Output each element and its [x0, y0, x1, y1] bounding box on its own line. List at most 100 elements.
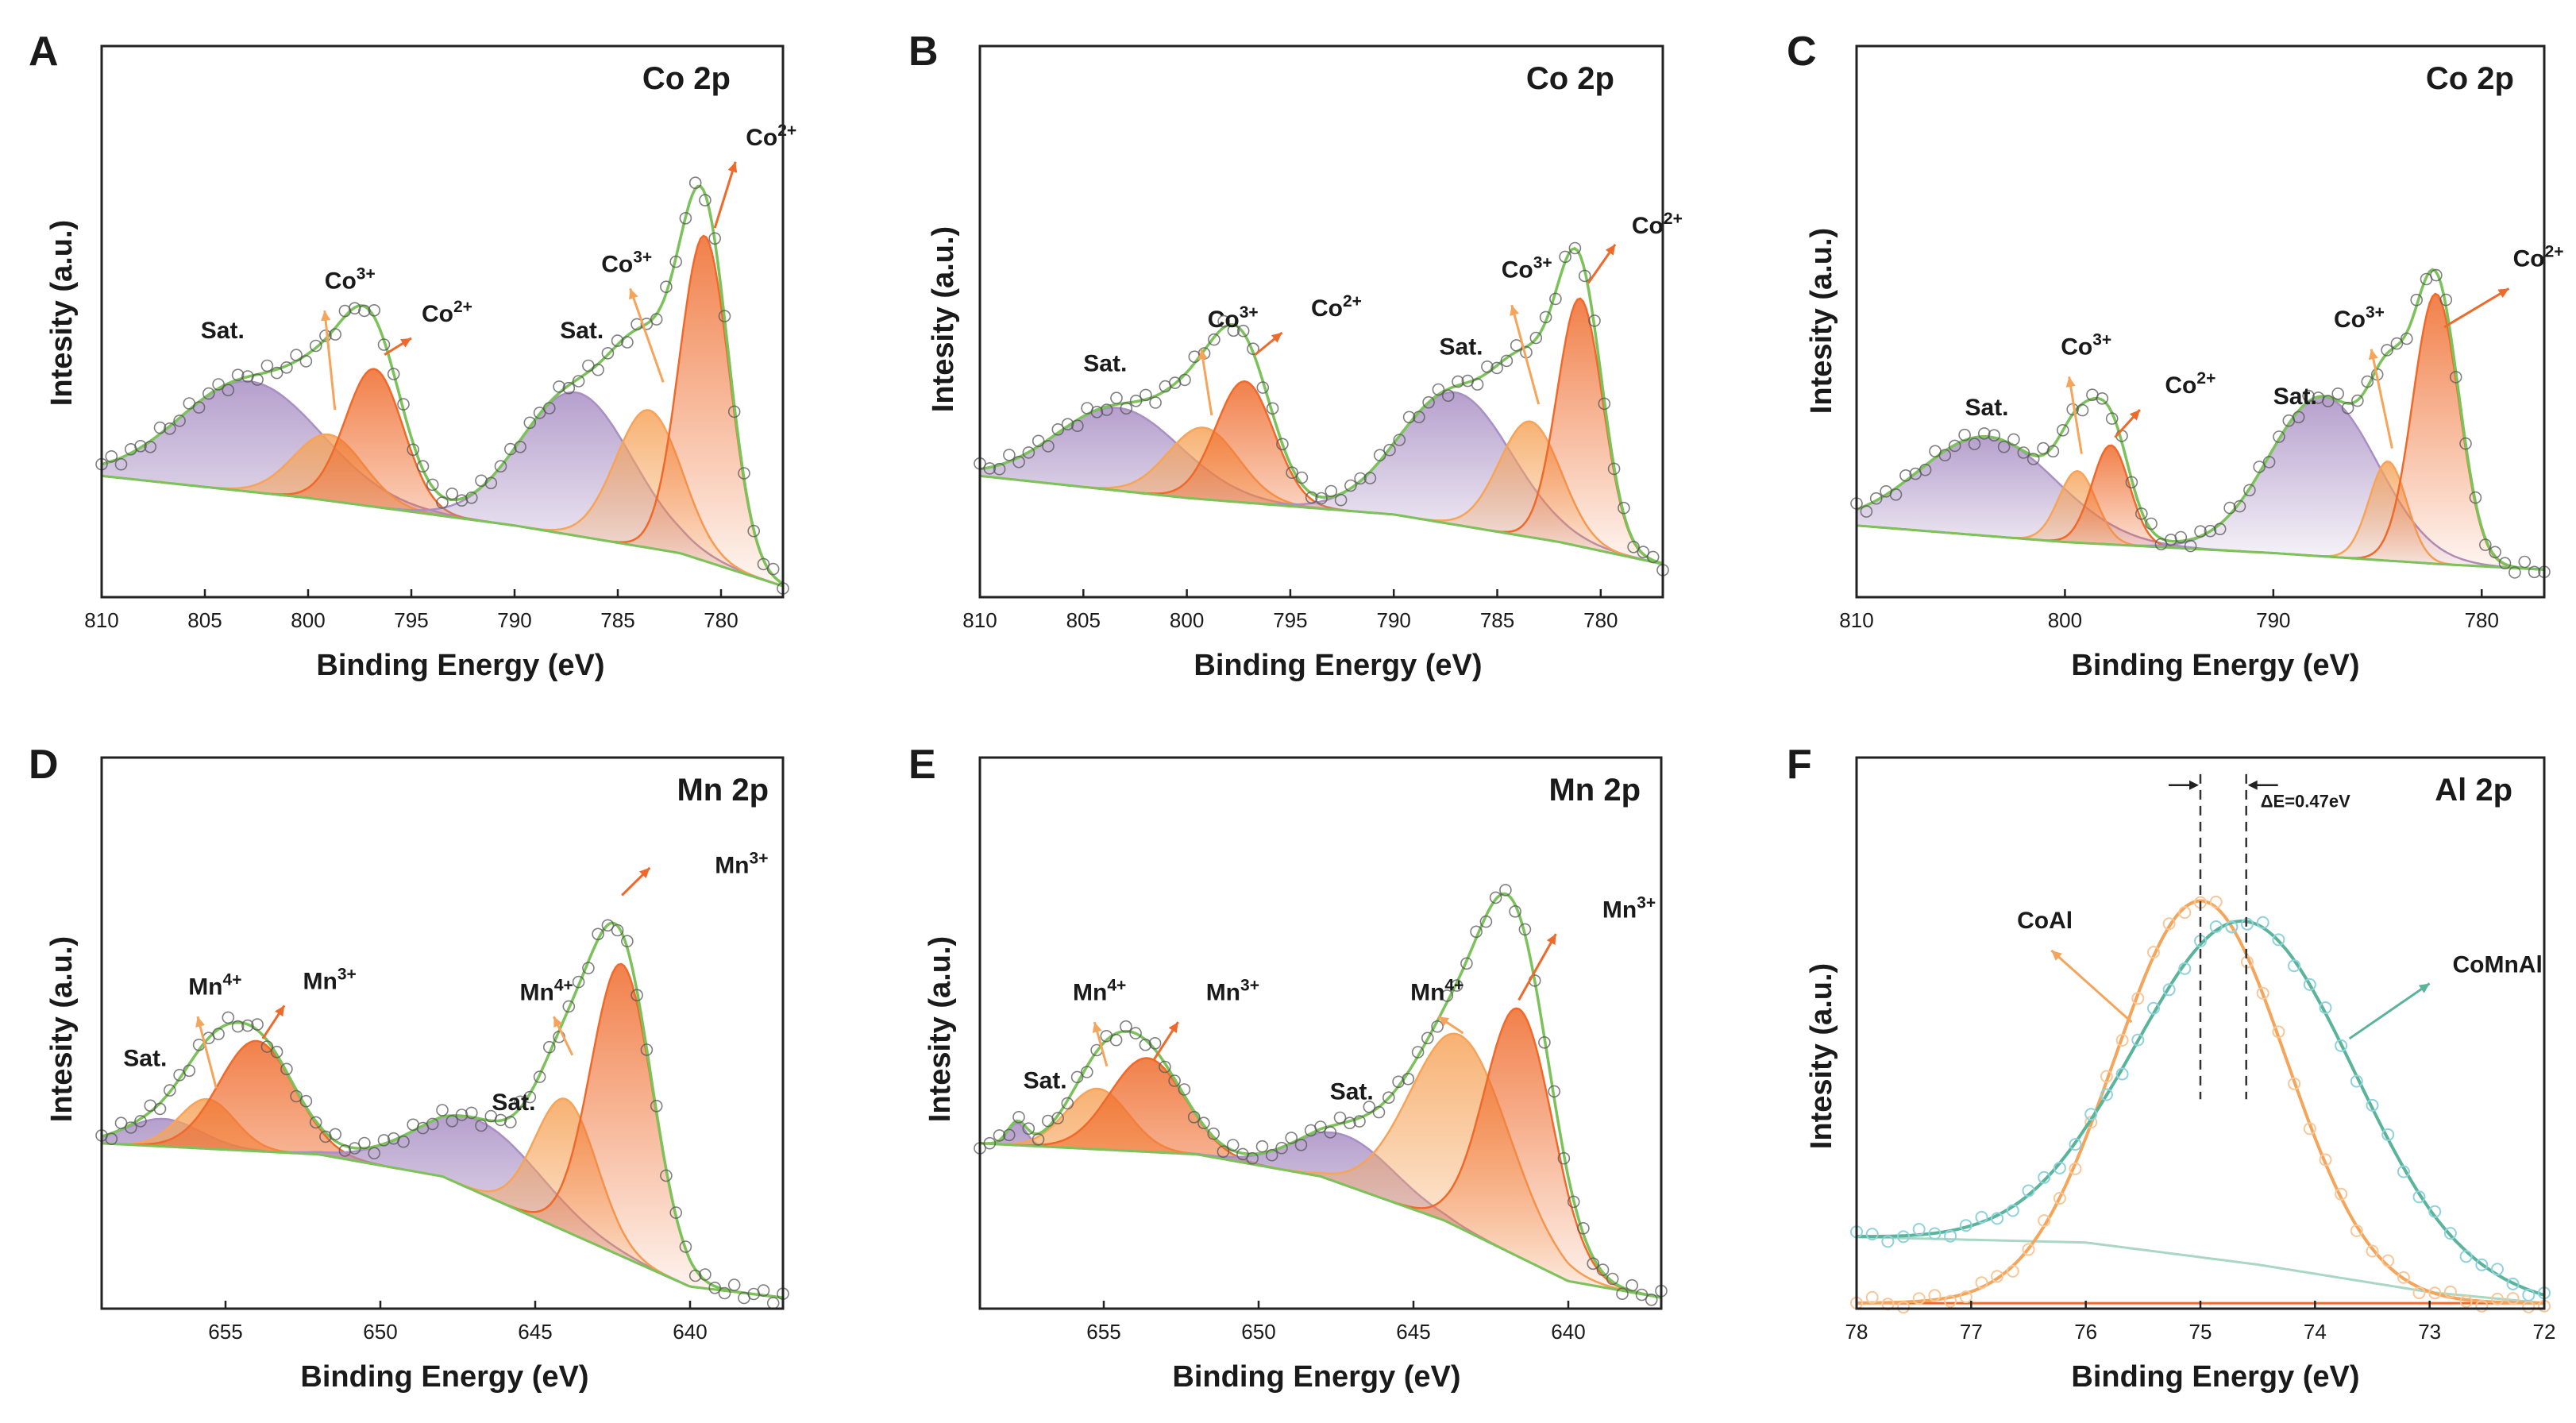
data-point [1567, 1195, 1580, 1209]
data-point [1197, 1116, 1210, 1129]
data-point [2105, 412, 2119, 425]
data-point [1226, 1139, 1240, 1151]
series-point-coal [2397, 1271, 2410, 1284]
peak-annotation: Co3+ [1502, 254, 1552, 283]
panel-c: C Sat. Co3+ Co2+ Sat. Co3+ Co2+ 810 800 790 780 C… [1787, 29, 2564, 682]
annotation-arrow [629, 287, 665, 383]
data-point [231, 368, 245, 382]
data-point [348, 1142, 361, 1155]
data-point [105, 449, 118, 463]
data-point [640, 1043, 654, 1056]
data-point [1070, 1070, 1084, 1084]
series-point-comnal [2256, 916, 2269, 929]
data-point [1032, 434, 1045, 448]
x-tick-label: 640 [673, 1320, 707, 1344]
x-tick-label: 785 [1480, 608, 1514, 632]
peak-annotation: Sat. [1083, 351, 1127, 377]
data-point [1460, 957, 1473, 970]
envelope-line [979, 892, 1662, 1299]
panel-letter-f: F [1787, 742, 1812, 788]
series-point-comnal [2381, 1128, 2395, 1141]
panel-letter-e: E [908, 742, 936, 788]
ion-superscript: 3+ [337, 966, 357, 984]
series-point-coal [2209, 895, 2223, 908]
annotation-arrow [2370, 349, 2393, 449]
peak-annotation: Co2+ [2165, 369, 2215, 399]
ion-superscript: 2+ [453, 298, 472, 316]
data-point [1168, 1074, 1181, 1087]
data-point [426, 1117, 439, 1131]
x-tick-label: 810 [1839, 608, 1873, 632]
x-tick-label: 800 [291, 608, 325, 632]
panel-e: E Sat. Mn4+ Mn3+ Sat. Mn4+ Mn3+ 655 650 645 640 M… [908, 742, 1668, 1394]
data-point [2174, 530, 2188, 544]
data-point [368, 303, 381, 317]
data-point [679, 211, 692, 225]
series-point-coal [2022, 1243, 2035, 1256]
panel-f-plot: ΔE=0.47eV CoAl CoMnAl 78 77 76 75 74 73 72 [1845, 756, 2556, 1344]
data-point [484, 476, 498, 490]
series-point-comnal [2506, 1277, 2520, 1290]
peak-annotation: Co3+ [1208, 303, 1259, 333]
data-point [1324, 1126, 1337, 1139]
peak-annotation: Co2+ [2513, 243, 2564, 272]
data-point [1889, 488, 1903, 501]
annotation-arrowhead [2497, 288, 2509, 299]
data-point [1032, 1133, 1045, 1146]
data-point [2273, 430, 2285, 443]
peak-fill-co2 [980, 1058, 1661, 1298]
data-point [1003, 1128, 1016, 1142]
data-point [1997, 440, 2011, 453]
data-point [1315, 492, 1328, 505]
series-point-coal [2256, 986, 2269, 1000]
data-point [1919, 463, 1932, 476]
peak-annotation: Co2+ [1311, 292, 1362, 322]
series-point-comnal [2100, 1088, 2113, 1101]
series-point-coal [2350, 1224, 2363, 1237]
series-point-coal [2475, 1299, 2489, 1313]
data-point [1051, 422, 1065, 436]
plot-frame [978, 44, 1664, 599]
series-point-comnal [2288, 959, 2301, 973]
data-point [2243, 484, 2256, 497]
data-point [105, 1132, 118, 1145]
data-point [280, 1062, 293, 1076]
panel-c-plot: Sat. Co3+ Co2+ Sat. Co3+ Co2+ 810 800 790 780 [1839, 44, 2564, 632]
data-point [1325, 484, 1338, 498]
x-tick-label: 72 [2533, 1320, 2556, 1344]
data-point [1441, 389, 1455, 403]
data-point [329, 328, 342, 341]
annotation-arrow [2443, 287, 2510, 329]
data-point [1109, 1033, 1123, 1047]
ion-superscript: 4+ [1107, 976, 1126, 994]
data-point [1596, 1263, 1610, 1276]
data-point [1255, 1140, 1269, 1153]
data-point [465, 1106, 478, 1120]
data-point [1988, 429, 2000, 442]
data-point [2390, 337, 2404, 350]
data-point [2057, 423, 2069, 437]
data-point [1354, 472, 1367, 485]
data-point [260, 1040, 274, 1053]
series-point-coal [1991, 1270, 2004, 1283]
annotation-arrow [2348, 982, 2431, 1040]
ion-superscript: 3+ [750, 850, 769, 868]
data-point [416, 460, 430, 473]
x-tick-label: 805 [187, 608, 222, 632]
data-point [494, 1113, 507, 1127]
data-point [1178, 1083, 1191, 1096]
x-tick-label: 785 [600, 608, 634, 632]
data-point [738, 467, 750, 480]
data-point [1588, 314, 1601, 327]
annotation-arrowhead [2065, 376, 2076, 388]
data-point [757, 1284, 770, 1297]
data-point [212, 1028, 225, 1040]
panel-d-title: Mn 2p [677, 773, 769, 808]
data-point [611, 334, 624, 347]
data-point [2361, 375, 2374, 388]
panel-b: B Sat. Co3+ Co2+ Sat. Co3+ Co2+ 810 805 800 795 79… [908, 29, 1683, 682]
peak-annotation: Co3+ [2061, 331, 2111, 361]
series-point-coal [1975, 1276, 1988, 1290]
data-point [1431, 1020, 1444, 1033]
data-point [718, 310, 731, 322]
